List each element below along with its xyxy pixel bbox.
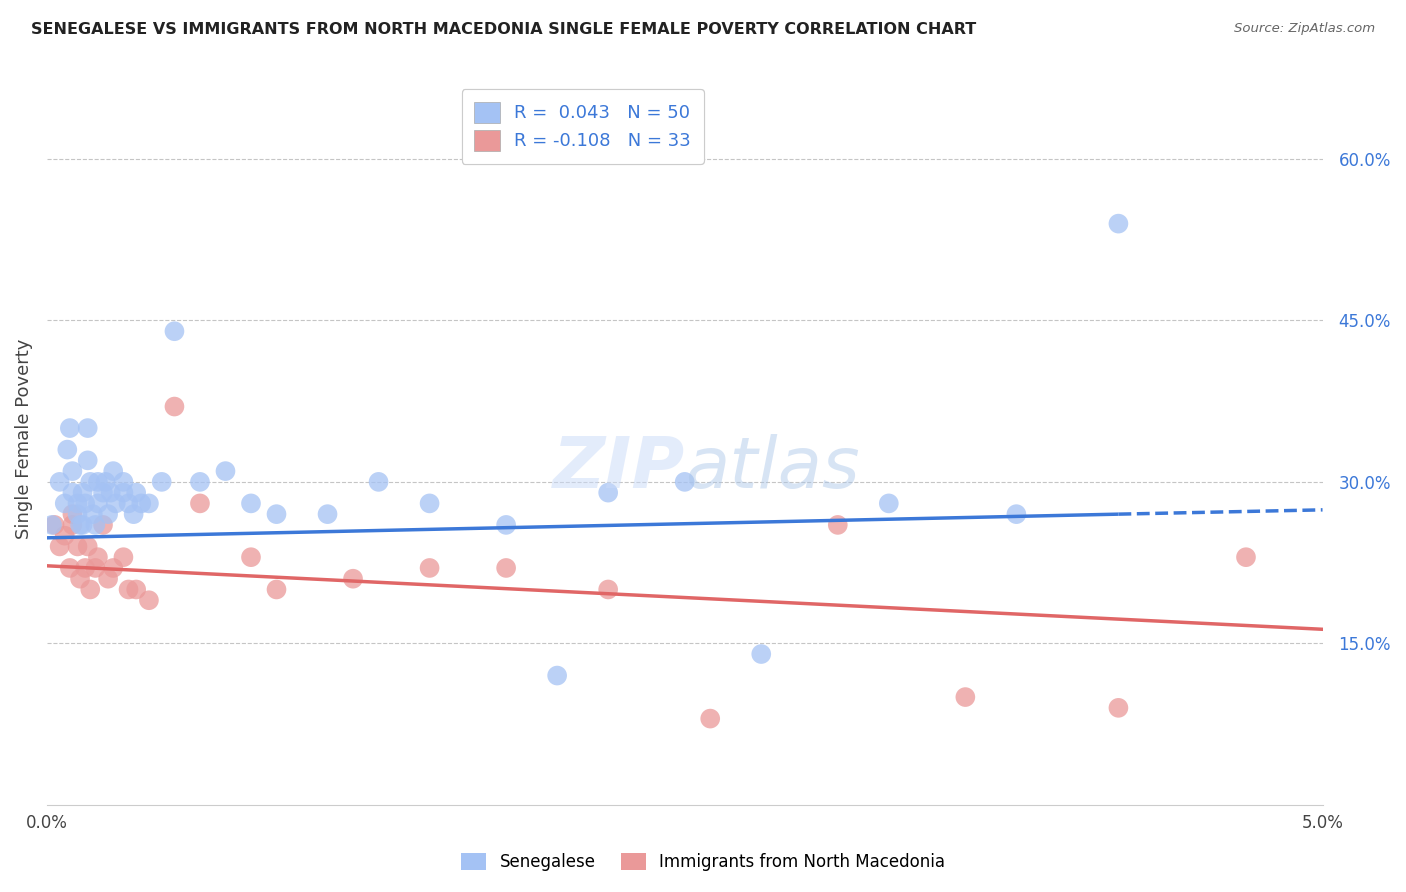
Point <box>342 572 364 586</box>
Point <box>419 496 441 510</box>
Point <box>44 517 66 532</box>
Point <box>60 485 83 500</box>
Point <box>125 485 148 500</box>
Point <box>266 507 288 521</box>
Point <box>163 400 186 414</box>
Legend: R =  0.043   N = 50, R = -0.108   N = 33: R = 0.043 N = 50, R = -0.108 N = 33 <box>461 89 703 163</box>
Point <box>495 561 517 575</box>
Point <box>84 561 107 575</box>
Point <box>138 593 160 607</box>
Point <box>75 561 97 575</box>
Text: atlas: atlas <box>685 434 859 502</box>
Point <box>91 517 114 532</box>
Point <box>125 582 148 597</box>
Point <box>53 529 76 543</box>
Point <box>112 485 135 500</box>
Point <box>877 496 900 510</box>
Point <box>87 475 110 489</box>
Point <box>76 453 98 467</box>
Legend: Senegalese, Immigrants from North Macedonia: Senegalese, Immigrants from North Macedo… <box>453 845 953 880</box>
Point <box>66 496 89 510</box>
Point <box>122 507 145 521</box>
Point <box>150 475 173 489</box>
Point <box>163 324 186 338</box>
Point <box>76 421 98 435</box>
Point <box>94 475 117 489</box>
Point <box>103 561 125 575</box>
Point <box>673 475 696 489</box>
Point <box>87 550 110 565</box>
Point <box>129 496 152 510</box>
Point <box>112 475 135 489</box>
Point <box>104 496 127 510</box>
Point <box>138 496 160 510</box>
Point <box>59 561 82 575</box>
Point <box>41 517 63 532</box>
Point <box>53 496 76 510</box>
Point <box>495 517 517 532</box>
Point <box>79 475 101 489</box>
Point <box>1005 507 1028 521</box>
Point <box>91 485 114 500</box>
Point <box>112 550 135 565</box>
Point <box>87 496 110 510</box>
Point <box>1107 217 1129 231</box>
Point <box>60 517 83 532</box>
Text: ZIP: ZIP <box>553 434 685 502</box>
Point <box>97 572 120 586</box>
Point <box>69 517 91 532</box>
Point <box>60 464 83 478</box>
Point <box>955 690 977 704</box>
Point <box>1107 701 1129 715</box>
Point <box>60 507 83 521</box>
Point <box>69 572 91 586</box>
Point <box>66 540 89 554</box>
Point <box>82 507 104 521</box>
Point <box>240 496 263 510</box>
Point <box>266 582 288 597</box>
Point <box>56 442 79 457</box>
Point <box>84 517 107 532</box>
Point <box>97 507 120 521</box>
Point <box>72 517 94 532</box>
Point <box>59 421 82 435</box>
Point <box>240 550 263 565</box>
Point <box>48 540 70 554</box>
Point <box>827 517 849 532</box>
Point <box>749 647 772 661</box>
Point <box>100 485 122 500</box>
Point <box>117 496 139 510</box>
Point <box>48 475 70 489</box>
Point <box>214 464 236 478</box>
Point <box>598 485 620 500</box>
Text: SENEGALESE VS IMMIGRANTS FROM NORTH MACEDONIA SINGLE FEMALE POVERTY CORRELATION : SENEGALESE VS IMMIGRANTS FROM NORTH MACE… <box>31 22 976 37</box>
Point <box>1234 550 1257 565</box>
Point <box>598 582 620 597</box>
Point <box>546 668 568 682</box>
Point <box>117 582 139 597</box>
Point <box>316 507 339 521</box>
Y-axis label: Single Female Poverty: Single Female Poverty <box>15 339 32 539</box>
Point <box>103 464 125 478</box>
Point <box>188 475 211 489</box>
Point <box>699 712 721 726</box>
Point <box>419 561 441 575</box>
Point <box>367 475 389 489</box>
Point <box>76 540 98 554</box>
Point <box>79 582 101 597</box>
Text: Source: ZipAtlas.com: Source: ZipAtlas.com <box>1234 22 1375 36</box>
Point <box>188 496 211 510</box>
Point <box>66 507 89 521</box>
Point <box>75 496 97 510</box>
Point <box>72 485 94 500</box>
